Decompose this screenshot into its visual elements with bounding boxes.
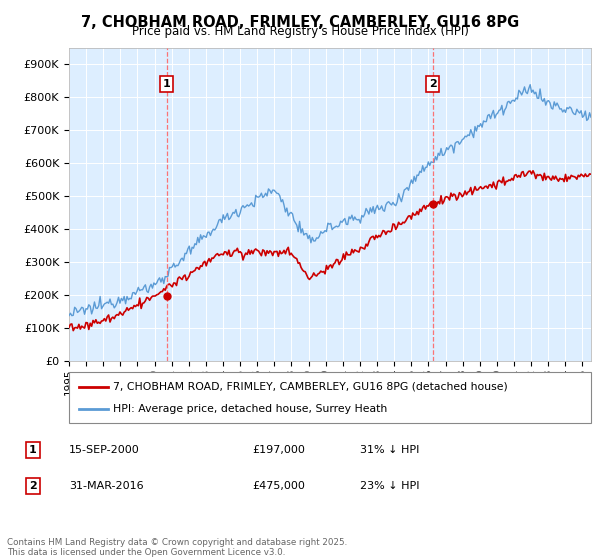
Text: 15-SEP-2000: 15-SEP-2000 — [69, 445, 140, 455]
Text: 7, CHOBHAM ROAD, FRIMLEY, CAMBERLEY, GU16 8PG: 7, CHOBHAM ROAD, FRIMLEY, CAMBERLEY, GU1… — [81, 15, 519, 30]
Text: 2: 2 — [29, 480, 37, 491]
Text: £197,000: £197,000 — [252, 445, 305, 455]
Text: HPI: Average price, detached house, Surrey Heath: HPI: Average price, detached house, Surr… — [113, 404, 388, 414]
Text: Contains HM Land Registry data © Crown copyright and database right 2025.
This d: Contains HM Land Registry data © Crown c… — [7, 538, 347, 557]
Text: 1: 1 — [29, 445, 37, 455]
Text: £475,000: £475,000 — [252, 480, 305, 491]
FancyBboxPatch shape — [69, 372, 591, 423]
Text: 31% ↓ HPI: 31% ↓ HPI — [360, 445, 419, 455]
Text: 23% ↓ HPI: 23% ↓ HPI — [360, 480, 419, 491]
Text: Price paid vs. HM Land Registry's House Price Index (HPI): Price paid vs. HM Land Registry's House … — [131, 25, 469, 38]
Text: 7, CHOBHAM ROAD, FRIMLEY, CAMBERLEY, GU16 8PG (detached house): 7, CHOBHAM ROAD, FRIMLEY, CAMBERLEY, GU1… — [113, 381, 508, 391]
Text: 31-MAR-2016: 31-MAR-2016 — [69, 480, 143, 491]
Text: 2: 2 — [429, 79, 437, 89]
Text: 1: 1 — [163, 79, 170, 89]
